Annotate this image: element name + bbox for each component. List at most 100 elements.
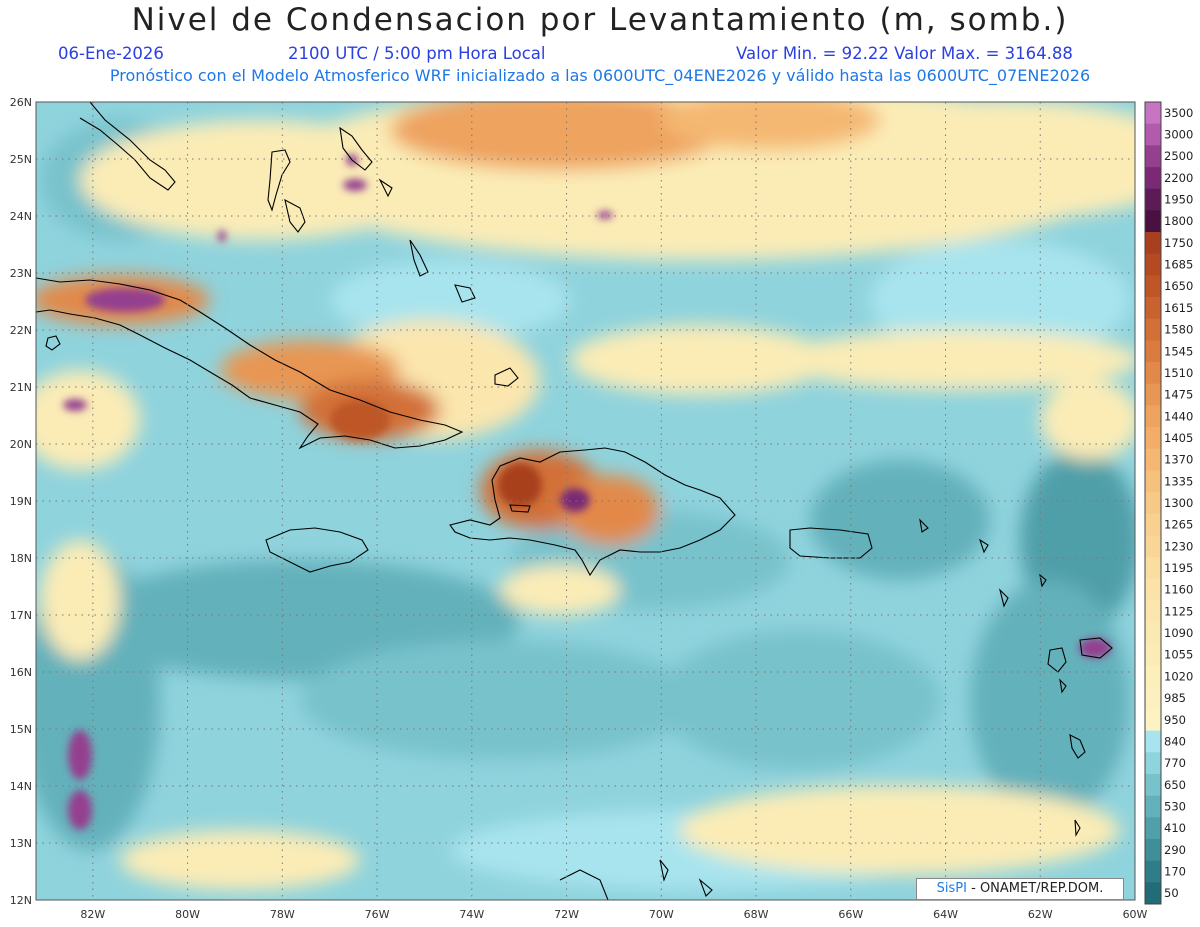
lon-tick-label: 70W — [649, 908, 674, 921]
colorbar-swatch — [1145, 275, 1161, 298]
colorbar-label: 1650 — [1164, 279, 1193, 293]
lon-tick-label: 78W — [270, 908, 295, 921]
colorbar-label: 1090 — [1164, 626, 1193, 640]
colorbar-label: 2500 — [1164, 149, 1193, 163]
lon-tick-label: 66W — [838, 908, 863, 921]
colorbar-label: 1800 — [1164, 214, 1193, 228]
colorbar-swatch — [1145, 123, 1161, 146]
colorbar-label: 3000 — [1164, 128, 1193, 142]
lat-axis: 26N 25N 24N 23N 22N 21N 20N 19N 18N 17N 16N 15N 14N 1… — [10, 96, 32, 907]
lon-tick-label: 64W — [933, 908, 958, 921]
colorbar-label: 950 — [1164, 713, 1186, 727]
coastlines — [36, 102, 1113, 900]
valid-date: 06-Ene-2026 — [58, 44, 164, 63]
colorbar-label: 650 — [1164, 778, 1186, 792]
colorbar-swatch — [1145, 253, 1161, 276]
colorbar-label: 1405 — [1164, 431, 1193, 445]
colorbar-swatch — [1145, 708, 1161, 731]
colorbar-swatch — [1145, 513, 1161, 536]
plot-frame — [35, 101, 1136, 901]
colorbar-label: 1615 — [1164, 301, 1193, 315]
colorbar-swatch — [1145, 622, 1161, 645]
colorbar-swatch — [1145, 340, 1161, 363]
colorbar-swatch — [1145, 838, 1161, 861]
graticule — [36, 102, 1135, 900]
colorbar-swatch — [1145, 492, 1161, 515]
shaded-field — [36, 102, 1135, 900]
lat-tick-label: 20N — [10, 438, 32, 451]
colorbar-label: 290 — [1164, 843, 1186, 857]
lon-tick-label: 82W — [80, 908, 105, 921]
colorbar-label: 1685 — [1164, 258, 1193, 272]
colorbar-label: 1020 — [1164, 669, 1193, 683]
colorbar-swatch — [1145, 145, 1161, 168]
colorbar-label: 1195 — [1164, 561, 1193, 575]
colorbar-label: 1125 — [1164, 604, 1193, 618]
colorbar-swatch — [1145, 427, 1161, 450]
colorbar-label: 840 — [1164, 734, 1186, 748]
colorbar-swatch — [1145, 643, 1161, 666]
colorbar-swatch — [1145, 665, 1161, 688]
lat-tick-label: 26N — [10, 96, 32, 109]
colorbar-label: 1510 — [1164, 366, 1193, 380]
colorbar-label: 1750 — [1164, 236, 1193, 250]
colorbar: 3500 3000 2500 2200 1950 1800 1750 1685 1650 1615… — [1144, 101, 1193, 905]
colorbar-label: 530 — [1164, 799, 1186, 813]
colorbar-label: 1160 — [1164, 583, 1193, 597]
colorbar-swatch — [1145, 383, 1161, 406]
colorbar-label: 1335 — [1164, 474, 1193, 488]
colorbar-swatch — [1145, 795, 1161, 818]
colorbar-label: 3500 — [1164, 106, 1193, 120]
lat-tick-label: 18N — [10, 552, 32, 565]
colorbar-label: 1265 — [1164, 518, 1193, 532]
colorbar-swatch — [1145, 773, 1161, 796]
colorbar-label: 1370 — [1164, 453, 1193, 467]
colorbar-swatch — [1145, 730, 1161, 753]
colorbar-swatch — [1145, 297, 1161, 320]
colorbar-swatch — [1145, 882, 1161, 905]
lat-tick-label: 24N — [10, 210, 32, 223]
colorbar-swatch — [1145, 188, 1161, 211]
colorbar-swatch — [1145, 318, 1161, 341]
lat-tick-label: 22N — [10, 324, 32, 337]
colorbar-label: 410 — [1164, 821, 1186, 835]
colorbar-swatch — [1145, 448, 1161, 471]
colorbar-swatch — [1145, 232, 1161, 255]
colorbar-label: 1230 — [1164, 539, 1193, 553]
colorbar-swatch — [1145, 362, 1161, 385]
lat-tick-label: 23N — [10, 267, 32, 280]
colorbar-label: 170 — [1164, 864, 1186, 878]
colorbar-swatch — [1145, 167, 1161, 190]
lat-tick-label: 16N — [10, 666, 32, 679]
colorbar-label: 1580 — [1164, 323, 1193, 337]
credit-org: - ONAMET/REP.DOM. — [966, 881, 1104, 896]
colorbar-label: 1950 — [1164, 193, 1193, 207]
map-title: Nivel de Condensacion por Levantamiento … — [131, 2, 1069, 38]
valid-time: 2100 UTC / 5:00 pm Hora Local — [288, 44, 546, 63]
forecast-info: Pronóstico con el Modelo Atmosferico WRF… — [109, 66, 1091, 85]
lon-tick-label: 80W — [175, 908, 200, 921]
colorbar-swatch — [1145, 578, 1161, 601]
colorbar-swatch — [1145, 600, 1161, 623]
lon-tick-label: 74W — [459, 908, 484, 921]
colorbar-swatch — [1145, 405, 1161, 428]
lat-tick-label: 14N — [10, 780, 32, 793]
colorbar-swatch — [1145, 557, 1161, 580]
colorbar-swatch — [1145, 210, 1161, 233]
colorbar-swatch — [1145, 752, 1161, 775]
colorbar-label: 1440 — [1164, 409, 1193, 423]
colorbar-swatch — [1145, 535, 1161, 558]
colorbar-swatch — [1145, 817, 1161, 840]
lon-tick-label: 62W — [1028, 908, 1053, 921]
lon-tick-label: 60W — [1123, 908, 1148, 921]
credit-box: SisPI - ONAMET/REP.DOM. — [916, 878, 1124, 900]
sispi-logo: SisPI — [936, 881, 967, 896]
colorbar-swatch — [1145, 860, 1161, 883]
colorbar-label: 1545 — [1164, 344, 1193, 358]
lat-tick-label: 25N — [10, 153, 32, 166]
lat-tick-label: 17N — [10, 609, 32, 622]
lon-tick-label: 72W — [554, 908, 579, 921]
min-max-values: Valor Min. = 92.22 Valor Max. = 3164.88 — [736, 44, 1073, 63]
colorbar-label: 1055 — [1164, 648, 1193, 662]
